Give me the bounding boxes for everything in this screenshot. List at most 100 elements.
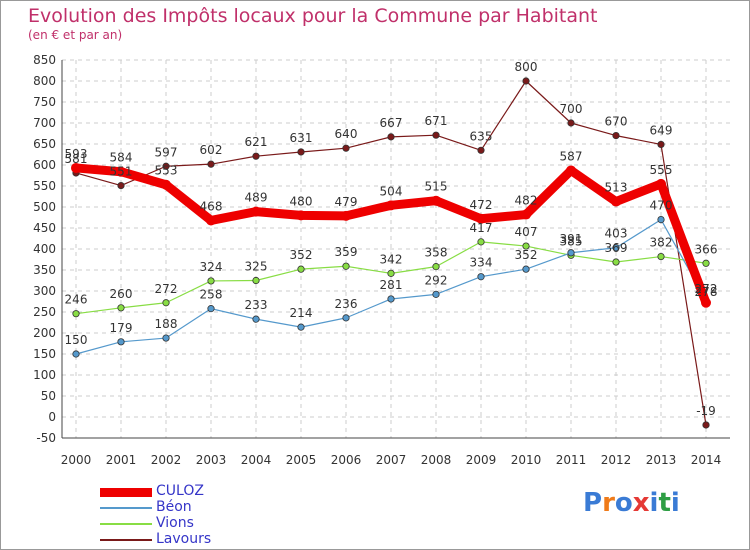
data-label: 188 (155, 317, 178, 331)
data-label: 382 (650, 236, 673, 250)
grid (62, 59, 730, 439)
data-label: 468 (200, 199, 223, 213)
data-label: 504 (380, 184, 403, 198)
data-point (657, 140, 665, 149)
y-tick-label: 500 (33, 200, 56, 214)
y-tick-label: 450 (33, 221, 56, 235)
data-point (432, 263, 440, 271)
data-label: 260 (110, 287, 133, 301)
data-label: 621 (245, 135, 268, 149)
data-label: 479 (335, 195, 358, 209)
x-tick-label: 2011 (556, 453, 587, 467)
data-label: 597 (155, 145, 178, 159)
data-label: 366 (695, 242, 718, 256)
y-tick-label: 0 (48, 410, 56, 424)
y-tick-label: 650 (33, 137, 56, 151)
data-point (567, 119, 575, 127)
data-label: 352 (515, 248, 538, 262)
data-point (162, 299, 170, 307)
data-point (72, 310, 80, 318)
x-tick-label: 2014 (691, 453, 722, 467)
x-tick-label: 2005 (286, 453, 317, 467)
data-label: 246 (65, 293, 88, 307)
data-point (477, 146, 485, 154)
data-label: 700 (560, 102, 583, 116)
data-point (117, 338, 125, 346)
data-label: 551 (110, 165, 133, 179)
data-point (702, 259, 710, 267)
data-point (252, 315, 260, 323)
data-point (566, 165, 576, 176)
data-point (656, 178, 666, 189)
data-point (612, 244, 620, 252)
legend-swatch (100, 507, 152, 509)
data-label: 292 (425, 273, 448, 287)
data-point (477, 273, 485, 281)
data-label: 555 (650, 163, 673, 177)
data-point (431, 195, 441, 206)
data-point (611, 196, 621, 207)
data-label: 584 (110, 151, 133, 165)
data-label: 800 (515, 60, 538, 74)
data-point (71, 162, 81, 173)
data-point (252, 152, 260, 160)
data-point (207, 305, 215, 313)
data-label: 352 (290, 248, 313, 262)
legend-swatch (100, 539, 152, 541)
data-label: 258 (200, 288, 223, 302)
data-point (341, 210, 351, 221)
chart-subtitle: (en € et par an) (28, 28, 123, 42)
x-tick-label: 2004 (241, 453, 272, 467)
data-point (521, 209, 531, 220)
data-point (252, 276, 260, 285)
y-tick-label: 850 (33, 53, 56, 67)
x-tick-label: 2008 (421, 453, 452, 467)
data-point (72, 350, 80, 358)
data-label: 671 (425, 114, 448, 128)
data-point (387, 295, 395, 303)
data-label: 278 (695, 285, 718, 299)
x-tick-label: 2001 (106, 453, 137, 467)
legend-label: Béon (156, 499, 192, 515)
data-point (702, 421, 710, 429)
data-label: 472 (470, 198, 493, 212)
data-label: 281 (380, 278, 403, 292)
data-label: 670 (605, 115, 628, 129)
y-tick-label: 150 (33, 347, 56, 361)
data-point (117, 304, 125, 312)
data-point (522, 265, 530, 273)
data-label: 587 (560, 149, 583, 163)
data-point (206, 215, 216, 226)
data-label: 403 (605, 227, 628, 241)
data-point (657, 216, 665, 224)
data-point (657, 252, 665, 261)
data-point (522, 77, 530, 85)
data-label: -19 (696, 404, 716, 418)
x-tick-label: 2002 (151, 453, 182, 467)
data-point (567, 249, 575, 257)
axes: -50 0 50 100 150 200 250 300 350 400 450 500 550 600 6… (33, 53, 730, 467)
data-label: 369 (605, 241, 628, 255)
chart-title: Evolution des Impôts locaux pour la Comm… (28, 5, 598, 27)
data-labels: 593 584 553 468 489 480 479 504 515 472 482 587 513 5… (65, 60, 718, 418)
data-label: 233 (245, 298, 268, 312)
data-point (297, 323, 305, 331)
data-label: 640 (335, 127, 358, 141)
data-label: 179 (110, 321, 133, 335)
y-tick-label: 100 (33, 368, 56, 382)
y-tick-label: 200 (33, 326, 56, 340)
data-label: 272 (155, 282, 178, 296)
data-label: 325 (245, 260, 268, 274)
data-label: 417 (470, 221, 493, 235)
data-label: 407 (515, 225, 538, 239)
data-point (432, 290, 440, 298)
data-point (387, 269, 395, 277)
data-label: 489 (245, 191, 268, 205)
data-point (162, 334, 170, 342)
data-label: 150 (65, 333, 88, 347)
data-label: 482 (515, 194, 538, 208)
y-tick-label: 400 (33, 242, 56, 256)
y-tick-label: 750 (33, 95, 56, 109)
data-label: 272 (695, 282, 718, 296)
